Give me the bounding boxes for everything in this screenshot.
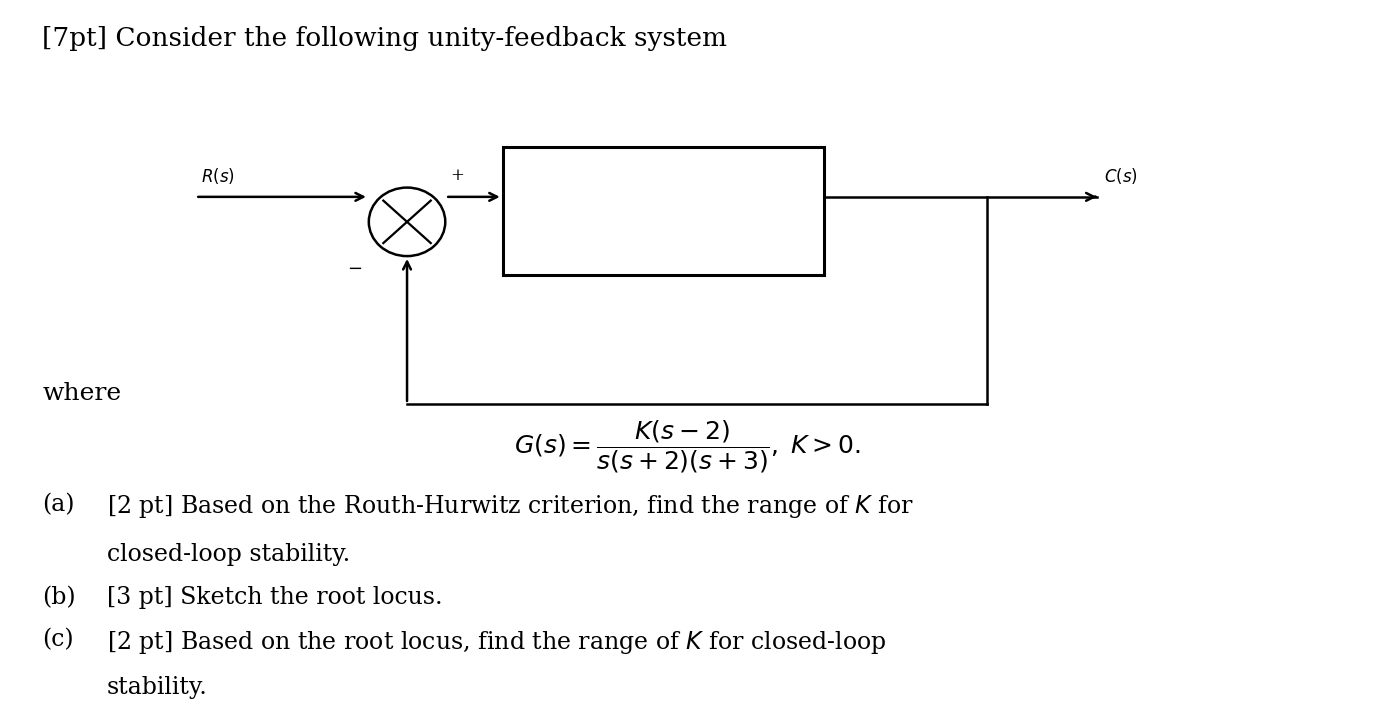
Text: [3 pt] Sketch the root locus.: [3 pt] Sketch the root locus. [107, 586, 442, 609]
Text: closed-loop stability.: closed-loop stability. [107, 543, 350, 566]
Text: (a): (a) [43, 493, 76, 516]
Text: [2 pt] Based on the root locus, find the range of $K$ for closed-loop: [2 pt] Based on the root locus, find the… [107, 629, 886, 656]
Text: $C(s)$: $C(s)$ [1103, 166, 1138, 186]
Text: where: where [43, 383, 121, 406]
Text: [2 pt] Based on the Routh-Hurwitz criterion, find the range of $K$ for: [2 pt] Based on the Routh-Hurwitz criter… [107, 493, 914, 520]
Text: +: + [451, 167, 464, 184]
Text: $G(s) = \dfrac{K(s-2)}{s(s+2)(s+3)},\; K > 0.$: $G(s) = \dfrac{K(s-2)}{s(s+2)(s+3)},\; K… [514, 418, 860, 475]
Text: stability.: stability. [107, 677, 207, 700]
Text: −: − [346, 260, 361, 278]
Text: $G(s)$: $G(s)$ [643, 201, 683, 222]
Text: $R(s)$: $R(s)$ [201, 166, 235, 186]
Text: (c): (c) [43, 629, 74, 652]
Bar [503, 147, 823, 275]
Text: (b): (b) [43, 586, 76, 609]
Text: [7pt] Consider the following unity-feedback system: [7pt] Consider the following unity-feedb… [43, 25, 727, 51]
